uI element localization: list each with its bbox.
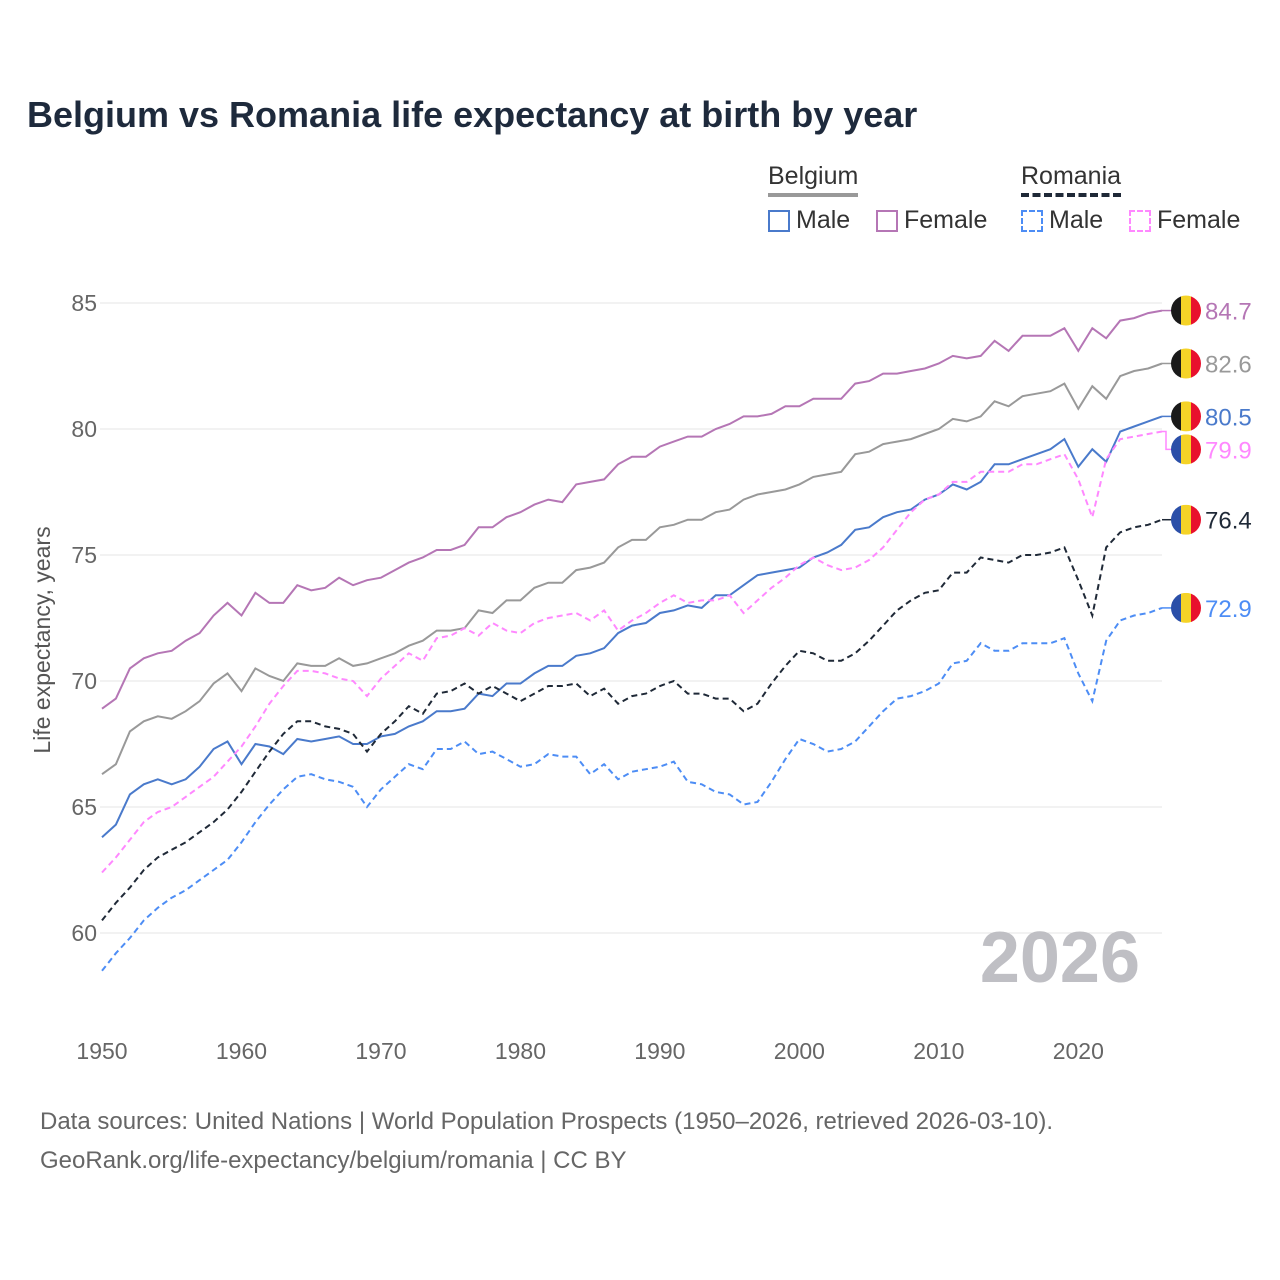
end-label-romania-female: 79.9 <box>1162 430 1252 465</box>
year-watermark: 2026 <box>980 918 1140 998</box>
legend-swatch <box>1021 209 1043 232</box>
y-tick-label: 75 <box>71 542 97 568</box>
end-label-romania-male: 72.9 <box>1162 592 1252 623</box>
legend-swatch <box>768 209 790 232</box>
chart-title: Belgium vs Romania life expectancy at bi… <box>27 94 918 135</box>
x-tick-label: 1990 <box>634 1038 685 1064</box>
end-label-belgium-male: 80.5 <box>1162 401 1252 432</box>
series-line-belgium-male <box>101 415 1163 838</box>
legend-item-belgium-female[interactable]: Female <box>876 206 987 235</box>
legend-item-romania-male[interactable]: Male <box>1021 206 1103 235</box>
series-line-romania-male <box>101 606 1163 972</box>
footer-url[interactable]: GeoRank.org/life-expectancy/belgium/roma… <box>40 1147 627 1174</box>
romania-flag-icon <box>1171 434 1201 465</box>
x-tick-label: 1950 <box>76 1038 127 1064</box>
end-value: 76.4 <box>1205 508 1252 535</box>
end-label-belgium: 82.6 <box>1162 348 1252 379</box>
legend-item-belgium-male[interactable]: Male <box>768 206 850 235</box>
legend-label: Male <box>1049 206 1104 234</box>
x-tick-label: 2020 <box>1053 1038 1104 1064</box>
end-label-belgium-female: 84.7 <box>1162 295 1252 326</box>
belgium-flag-icon <box>1171 295 1201 326</box>
y-tick-label: 60 <box>71 920 97 946</box>
x-tick-label: 1980 <box>495 1038 546 1064</box>
y-axis-label: Life expectancy, years <box>29 526 55 753</box>
legend-label: Male <box>796 206 851 234</box>
legend-item-romania-female[interactable]: Female <box>1129 206 1240 235</box>
series-line-romania-female <box>101 430 1163 874</box>
legend-label: Female <box>904 206 988 234</box>
legend-group-romania: Romania <box>1021 162 1122 197</box>
footer-sources: Data sources: United Nations | World Pop… <box>40 1108 1054 1135</box>
legend-group-belgium: Belgium <box>768 162 859 197</box>
romania-flag-icon <box>1171 592 1201 623</box>
end-value: 72.9 <box>1205 596 1252 623</box>
y-tick-label: 80 <box>71 416 97 442</box>
x-tick-label: 1960 <box>216 1038 267 1064</box>
belgium-flag-icon <box>1171 401 1201 432</box>
end-value: 79.9 <box>1205 437 1252 464</box>
x-tick-label: 2010 <box>913 1038 964 1064</box>
romania-flag-icon <box>1171 504 1201 535</box>
y-tick-label: 85 <box>71 290 97 316</box>
legend-swatch <box>876 209 898 232</box>
x-tick-label: 1970 <box>355 1038 406 1064</box>
end-value: 80.5 <box>1205 404 1252 431</box>
leader-line <box>1162 430 1172 451</box>
end-label-romania: 76.4 <box>1162 504 1252 535</box>
legend-label: Female <box>1157 206 1241 234</box>
x-tick-label: 2000 <box>774 1038 825 1064</box>
y-tick-label: 70 <box>71 668 97 694</box>
y-tick-label: 65 <box>71 794 97 820</box>
series-line-romania <box>101 518 1163 922</box>
series-line-belgium-female <box>101 309 1163 710</box>
end-value: 84.7 <box>1205 299 1252 326</box>
end-value: 82.6 <box>1205 351 1252 378</box>
legend-swatch <box>1129 209 1151 232</box>
belgium-flag-icon <box>1171 348 1201 379</box>
series-line-belgium <box>101 362 1163 776</box>
plot-area: 60 65 70 75 80 85 1950 1960 1970 1980 1990 2000 2010… <box>29 290 1252 1064</box>
